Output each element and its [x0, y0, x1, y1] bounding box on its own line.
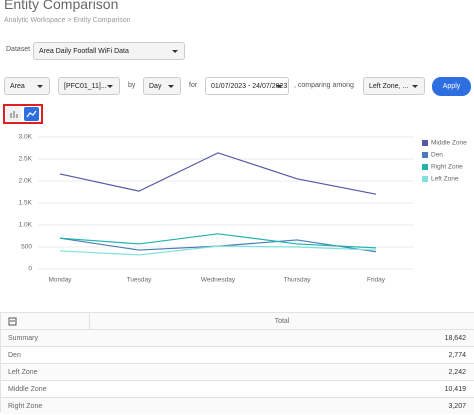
series-line	[59, 233, 377, 249]
row-label: Middle Zone	[8, 386, 47, 393]
bar-icon	[10, 111, 18, 118]
y-tick-label: 0	[28, 266, 32, 273]
row-value: 2,774	[448, 352, 466, 359]
row-value: 3,207	[448, 403, 466, 410]
table-row: Middle Zone 10,419	[1, 380, 474, 397]
page-title: Entity Comparison	[4, 0, 119, 12]
dataset-label: Dataset	[6, 46, 31, 53]
table-header-row: Total	[1, 312, 474, 330]
x-tick-label: Friday	[367, 277, 386, 284]
table-row: Right Zone 3,207	[1, 397, 474, 414]
y-tick-label: 3.0K	[19, 134, 33, 141]
row-value: 2,242	[448, 369, 466, 376]
level-select[interactable]: Area	[4, 77, 50, 95]
table-row: Left Zone 2,242	[1, 363, 474, 380]
x-tick-label: Monday	[48, 277, 72, 284]
series-line	[59, 152, 377, 195]
y-tick-label: 1.5K	[19, 200, 33, 207]
for-label: for	[189, 82, 198, 89]
legend-swatch	[422, 164, 428, 170]
breadcrumb[interactable]: Analytic Workspace > Entity Comparison	[4, 17, 131, 24]
table-row: Den 2,774	[1, 346, 474, 363]
row-label: Left Zone	[8, 369, 38, 376]
period-select[interactable]: Day	[143, 77, 181, 95]
x-tick-label: Thursday	[283, 277, 311, 284]
legend-swatch	[422, 176, 428, 182]
table-icon	[8, 317, 17, 326]
legend-swatch	[422, 140, 428, 146]
y-tick-label: 500	[21, 244, 32, 251]
chart: 0 500 1.0K 1.5K 2.0K 2.5K 3.0K Monday Tuesday Wed…	[19, 134, 468, 284]
date-range-input[interactable]: 01/07/2023 - 24/07/2023	[205, 77, 289, 95]
row-value: 18,642	[444, 335, 466, 342]
column-divider	[89, 313, 90, 330]
row-label: Right Zone	[8, 403, 43, 410]
data-table: Total Summary 18,642 Den 2,774 Left Zone 2,24…	[0, 312, 474, 414]
table-row: Summary 18,642	[1, 329, 474, 346]
column-header: Total	[274, 318, 290, 325]
legend-label: Left Zone	[431, 176, 459, 183]
line-icon	[26, 110, 37, 118]
line-view-button[interactable]	[24, 107, 39, 121]
bar-view-button[interactable]	[6, 107, 21, 121]
legend-label: Right Zone	[431, 164, 463, 171]
view-toggle-highlight	[3, 104, 43, 124]
legend-swatch	[422, 152, 428, 158]
row-value: 10,419	[444, 386, 466, 393]
y-tick-label: 2.0K	[19, 178, 33, 185]
apply-button[interactable]: Apply	[432, 77, 471, 96]
x-tick-label: Tuesday	[127, 277, 152, 284]
by-label: by	[128, 82, 136, 89]
compare-select[interactable]: Left Zone, ...	[363, 77, 425, 95]
legend-label: Den	[431, 152, 443, 159]
comparing-label: , comparing among	[294, 82, 354, 89]
entity-select[interactable]: [PFC01_11]...	[58, 77, 120, 95]
series-line	[59, 245, 377, 256]
x-tick-label: Wednesday	[201, 277, 236, 284]
row-label: Summary	[8, 335, 38, 342]
dataset-select[interactable]: Area Daily Footfall WiFi Data	[33, 42, 185, 60]
y-tick-label: 1.0K	[19, 222, 33, 229]
y-tick-label: 2.5K	[19, 156, 33, 163]
legend-label: Middle Zone	[431, 140, 467, 147]
row-label: Den	[8, 352, 21, 359]
